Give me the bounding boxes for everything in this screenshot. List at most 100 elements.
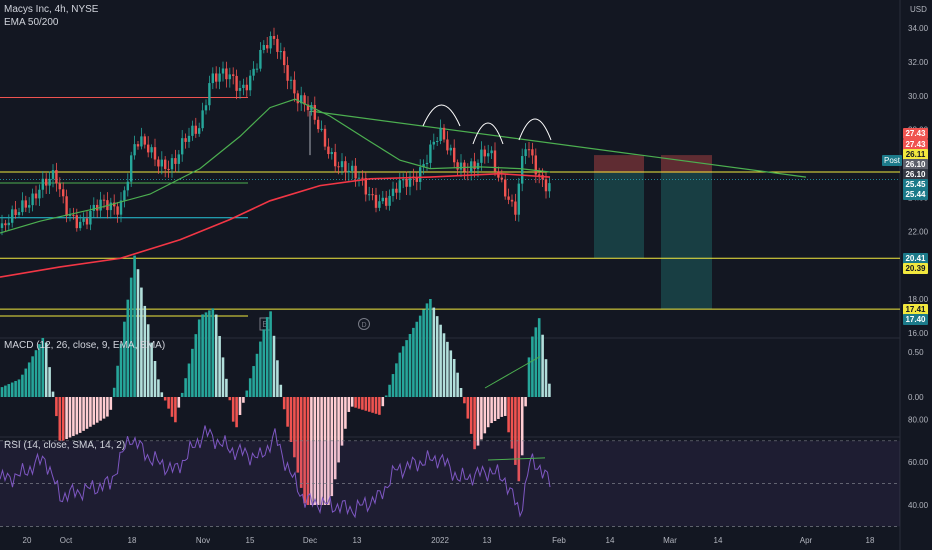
macd-bar xyxy=(398,352,402,397)
rsi-legend[interactable]: RSI (14, close, SMA, 14, 2) xyxy=(4,440,126,451)
candle-body xyxy=(425,162,429,165)
macd-bar xyxy=(177,397,181,408)
candle-body xyxy=(89,210,92,225)
candle-body xyxy=(289,79,293,81)
time-tick-label: Dec xyxy=(303,536,317,545)
candle-body xyxy=(4,223,7,226)
macd-bar xyxy=(31,356,34,397)
candle-body xyxy=(439,127,442,141)
candle-body xyxy=(225,68,228,80)
price-tag: 17.41 xyxy=(903,303,928,315)
candle-body xyxy=(459,162,463,170)
macd-bar xyxy=(361,397,364,410)
time-tick-label: 2022 xyxy=(431,536,449,545)
time-tick-label: Apr xyxy=(800,536,813,545)
macd-bar xyxy=(456,372,459,397)
price-tick-label: 32.00 xyxy=(908,58,929,67)
candle-body xyxy=(45,178,48,186)
macd-bar xyxy=(180,392,184,397)
candle-body xyxy=(415,177,418,182)
candle-body xyxy=(187,135,191,142)
macd-bar xyxy=(61,397,65,441)
macd-bar xyxy=(490,397,493,424)
macd-bar xyxy=(242,397,245,403)
candle-body xyxy=(123,190,126,201)
macd-bar xyxy=(517,397,521,482)
candle-body xyxy=(238,87,242,91)
time-tick-label: 18 xyxy=(128,536,137,545)
candle-body xyxy=(378,201,381,208)
macd-bar xyxy=(4,385,7,397)
macd-bar xyxy=(429,299,432,397)
target-zone xyxy=(661,172,712,310)
macd-bar xyxy=(75,397,79,435)
time-tick-label: 13 xyxy=(483,536,492,545)
candle-body xyxy=(442,127,446,140)
candle-body xyxy=(140,136,143,147)
macd-bar xyxy=(85,397,89,429)
macd-bar xyxy=(293,397,296,458)
candle-body xyxy=(306,104,310,111)
candle-body xyxy=(531,149,534,156)
candle-body xyxy=(276,38,279,52)
macd-bar xyxy=(82,397,85,431)
candle-body xyxy=(242,84,245,88)
time-tick-label: 13 xyxy=(353,536,362,545)
candle-body xyxy=(408,176,412,187)
macd-bar xyxy=(68,397,72,438)
candle-body xyxy=(500,177,503,180)
candle-body xyxy=(466,171,469,173)
macd-bar xyxy=(476,397,480,446)
macd-bar xyxy=(527,357,531,397)
macd-bar xyxy=(235,397,238,428)
candle-body xyxy=(85,218,89,225)
candle-body xyxy=(82,218,85,222)
macd-bar xyxy=(412,327,415,397)
candle-body xyxy=(92,204,95,211)
macd-bar xyxy=(160,392,164,397)
candle-body xyxy=(374,194,378,208)
macd-bar xyxy=(503,397,507,416)
macd-bar xyxy=(204,312,208,397)
post-market-tag: Post xyxy=(882,155,902,166)
currency-label: USD xyxy=(910,5,927,14)
price-tick-label: 16.00 xyxy=(908,329,929,338)
macd-bar xyxy=(507,397,510,433)
macd-bar xyxy=(289,397,293,442)
price-tag: 25.44 xyxy=(903,189,928,201)
candle-body xyxy=(432,141,435,145)
time-tick-label: Mar xyxy=(663,536,677,545)
candle-body xyxy=(7,222,10,226)
candle-body xyxy=(245,84,248,91)
macd-bar xyxy=(480,397,483,440)
candle-body xyxy=(150,147,153,153)
candle-body xyxy=(204,105,208,111)
time-tick-label: 14 xyxy=(714,536,723,545)
candle-body xyxy=(293,79,296,94)
candle-body xyxy=(548,183,551,192)
candle-body xyxy=(395,188,398,193)
candle-body xyxy=(11,209,14,223)
candle-body xyxy=(361,177,364,179)
macd-bar xyxy=(469,397,473,434)
symbol-title[interactable]: Macys Inc, 4h, NYSE xyxy=(4,4,99,15)
candle-body xyxy=(507,196,510,200)
macd-bar xyxy=(364,397,368,411)
candle-body xyxy=(99,199,102,211)
macd-bar xyxy=(208,310,211,397)
macd-bar xyxy=(333,397,337,480)
macd-legend[interactable]: MACD (12, 26, close, 9, EMA, EMA) xyxy=(4,340,166,351)
macd-bar xyxy=(544,359,548,397)
candle-body xyxy=(327,146,330,155)
candle-body xyxy=(221,68,225,74)
candle-body xyxy=(344,161,347,173)
candle-body xyxy=(266,45,269,49)
macd-bar xyxy=(89,397,92,427)
candle-body xyxy=(388,195,391,206)
macd-bar xyxy=(167,397,170,409)
macd-bar xyxy=(245,390,249,397)
macd-tick-label: 0.00 xyxy=(908,393,924,402)
candle-body xyxy=(109,202,112,211)
ema-legend[interactable]: EMA 50/200 xyxy=(4,17,59,28)
